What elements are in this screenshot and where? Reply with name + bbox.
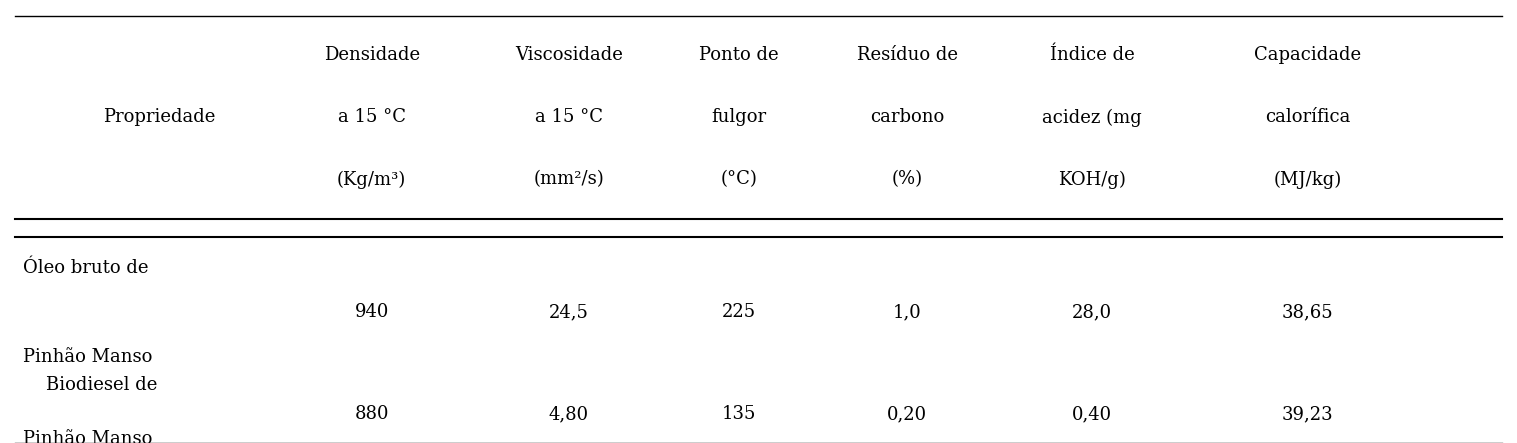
Text: a 15 °C: a 15 °C bbox=[536, 109, 602, 126]
Text: calorífica: calorífica bbox=[1265, 109, 1350, 126]
Text: Índice de: Índice de bbox=[1050, 47, 1135, 64]
Text: (mm²/s): (mm²/s) bbox=[534, 171, 604, 188]
Text: a 15 °C: a 15 °C bbox=[338, 109, 405, 126]
Text: KOH/g): KOH/g) bbox=[1059, 170, 1126, 189]
Text: 1,0: 1,0 bbox=[894, 303, 921, 321]
Text: Viscosidade: Viscosidade bbox=[514, 47, 623, 64]
Text: 4,80: 4,80 bbox=[549, 405, 589, 423]
Text: 940: 940 bbox=[355, 303, 388, 321]
Text: Capacidade: Capacidade bbox=[1255, 47, 1361, 64]
Text: 225: 225 bbox=[722, 303, 755, 321]
Text: Resíduo de: Resíduo de bbox=[857, 47, 957, 64]
Text: carbono: carbono bbox=[871, 109, 944, 126]
Text: Pinhão Manso: Pinhão Manso bbox=[23, 430, 152, 443]
Text: Pinhão Manso: Pinhão Manso bbox=[23, 348, 152, 365]
Text: 28,0: 28,0 bbox=[1073, 303, 1112, 321]
Text: 135: 135 bbox=[722, 405, 755, 423]
Text: 880: 880 bbox=[355, 405, 388, 423]
Text: (Kg/m³): (Kg/m³) bbox=[337, 170, 407, 189]
Text: (%): (%) bbox=[892, 171, 922, 188]
Text: Densidade: Densidade bbox=[323, 47, 420, 64]
Text: (°C): (°C) bbox=[721, 171, 757, 188]
Text: Ponto de: Ponto de bbox=[699, 47, 778, 64]
Text: 24,5: 24,5 bbox=[549, 303, 589, 321]
Text: 39,23: 39,23 bbox=[1282, 405, 1333, 423]
Text: Óleo bruto de: Óleo bruto de bbox=[23, 259, 149, 277]
Text: Propriedade: Propriedade bbox=[103, 109, 215, 126]
Text: acidez (mg: acidez (mg bbox=[1042, 108, 1142, 127]
Text: 0,20: 0,20 bbox=[887, 405, 927, 423]
Text: 0,40: 0,40 bbox=[1073, 405, 1112, 423]
Text: (MJ/kg): (MJ/kg) bbox=[1274, 170, 1341, 189]
Text: 38,65: 38,65 bbox=[1282, 303, 1333, 321]
Text: fulgor: fulgor bbox=[711, 109, 766, 126]
Text: Biodiesel de: Biodiesel de bbox=[46, 377, 156, 394]
